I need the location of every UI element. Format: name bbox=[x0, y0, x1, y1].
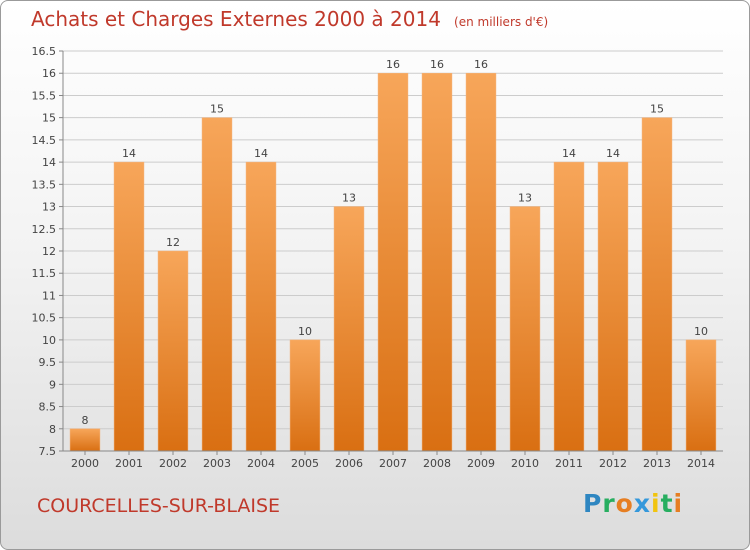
value-label-2005: 10 bbox=[298, 325, 312, 338]
bar-2003 bbox=[201, 117, 233, 452]
value-labels: 8 14 12 15 14 10 13 16 16 16 13 14 14 15 10 bbox=[82, 58, 709, 427]
value-label-2010: 13 bbox=[518, 192, 532, 205]
bar-2013 bbox=[641, 117, 673, 452]
y-tick-label: 11 bbox=[42, 289, 56, 302]
y-tick-label: 7.5 bbox=[39, 445, 57, 458]
value-label-2003: 15 bbox=[210, 103, 224, 116]
bar-2011 bbox=[553, 161, 585, 452]
y-tick-label: 8 bbox=[49, 423, 56, 436]
bar-2014 bbox=[685, 339, 717, 452]
y-tick-label: 13.5 bbox=[32, 178, 57, 191]
y-tick-label: 12.5 bbox=[32, 223, 57, 236]
y-tick-label: 15 bbox=[42, 112, 56, 125]
chart-title: Achats et Charges Externes 2000 à 2014 bbox=[31, 7, 441, 31]
x-tick-label-2006: 2006 bbox=[335, 457, 363, 470]
bar-2001 bbox=[113, 161, 145, 452]
x-tick-label-2003: 2003 bbox=[203, 457, 231, 470]
value-label-2013: 15 bbox=[650, 103, 664, 116]
y-tick-label: 12 bbox=[42, 245, 56, 258]
axes: 7.5 8 8.5 9 9.5 10 10.5 11 11.5 12 12.5 13 13.5 14 14.… bbox=[32, 45, 723, 470]
value-label-2006: 13 bbox=[342, 192, 356, 205]
y-tick-label: 11.5 bbox=[32, 267, 57, 280]
x-tick-label-2011: 2011 bbox=[555, 457, 583, 470]
proxiti-logo: Proxiti bbox=[583, 489, 684, 518]
value-label-2000: 8 bbox=[82, 414, 89, 427]
y-tick-label: 9 bbox=[49, 378, 56, 391]
bar-2009 bbox=[465, 72, 497, 452]
x-tick-label-2008: 2008 bbox=[423, 457, 451, 470]
chart-unit-note: (en milliers d'€) bbox=[454, 15, 549, 29]
y-tick-label: 15.5 bbox=[32, 89, 57, 102]
y-tick-label: 16.5 bbox=[32, 45, 57, 58]
y-tick-label: 9.5 bbox=[39, 356, 57, 369]
y-tick-label: 10.5 bbox=[32, 312, 57, 325]
bar-2005 bbox=[289, 339, 321, 452]
value-label-2004: 14 bbox=[254, 147, 268, 160]
x-tick-label-2004: 2004 bbox=[247, 457, 275, 470]
x-tick-label-2010: 2010 bbox=[511, 457, 539, 470]
y-tick-label: 14 bbox=[42, 156, 56, 169]
y-tick-label: 8.5 bbox=[39, 401, 57, 414]
value-label-2009: 16 bbox=[474, 58, 488, 71]
bar-2007 bbox=[377, 72, 409, 452]
value-label-2012: 14 bbox=[606, 147, 620, 160]
x-tick-label-2002: 2002 bbox=[159, 457, 187, 470]
x-tick-label-2005: 2005 bbox=[291, 457, 319, 470]
value-label-2014: 10 bbox=[694, 325, 708, 338]
x-tick-label-2000: 2000 bbox=[71, 457, 99, 470]
bar-2012 bbox=[597, 161, 629, 452]
value-label-2007: 16 bbox=[386, 58, 400, 71]
x-tick-label-2014: 2014 bbox=[687, 457, 715, 470]
y-tick-label: 16 bbox=[42, 67, 56, 80]
x-tick-label-2007: 2007 bbox=[379, 457, 407, 470]
y-tick-label: 10 bbox=[42, 334, 56, 347]
x-tick-label-2012: 2012 bbox=[599, 457, 627, 470]
y-tick-label: 13 bbox=[42, 201, 56, 214]
bar-2004 bbox=[245, 161, 277, 452]
x-tick-label-2001: 2001 bbox=[115, 457, 143, 470]
bar-2000 bbox=[69, 428, 101, 452]
bar-2006 bbox=[333, 206, 365, 452]
bar-2010 bbox=[509, 206, 541, 452]
value-label-2001: 14 bbox=[122, 147, 136, 160]
title-row: Achats et Charges Externes 2000 à 2014 (… bbox=[31, 7, 548, 31]
bar-2008 bbox=[421, 72, 453, 452]
bars bbox=[69, 72, 717, 452]
x-tick-label-2013: 2013 bbox=[643, 457, 671, 470]
value-label-2008: 16 bbox=[430, 58, 444, 71]
value-label-2002: 12 bbox=[166, 236, 180, 249]
place-name: COURCELLES-SUR-BLAISE bbox=[37, 495, 281, 517]
bar-2002 bbox=[157, 250, 189, 452]
value-label-2011: 14 bbox=[562, 147, 576, 160]
y-tick-label: 14.5 bbox=[32, 134, 57, 147]
x-tick-label-2009: 2009 bbox=[467, 457, 495, 470]
